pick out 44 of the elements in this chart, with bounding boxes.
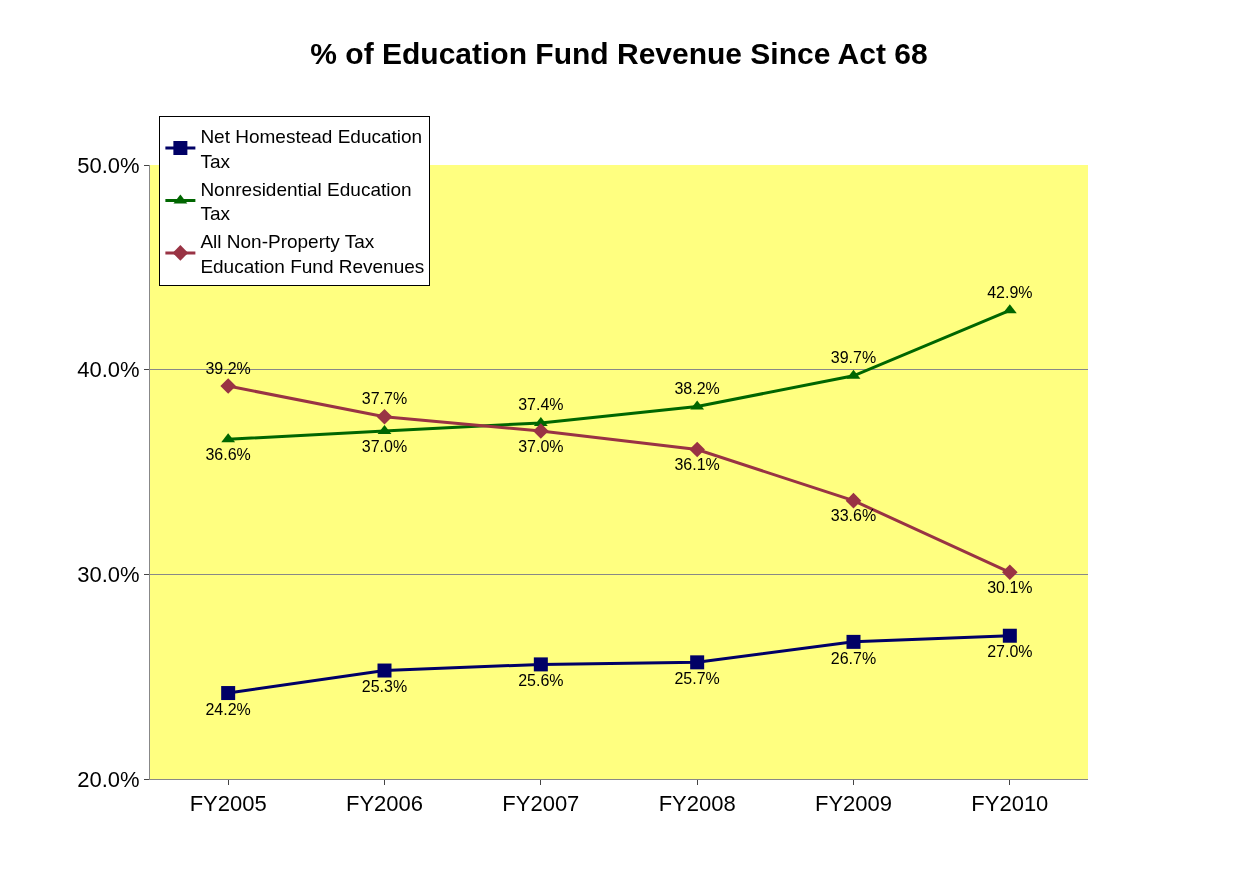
point xyxy=(845,492,862,509)
legend-label: Nonresidential Education Tax xyxy=(200,178,412,225)
point xyxy=(220,378,236,394)
data-label: 36.1% xyxy=(674,455,720,473)
point xyxy=(846,634,861,649)
y-tick-label: 50.0% xyxy=(77,152,140,178)
data-label: 37.0% xyxy=(518,437,564,455)
x-tick-label: FY2005 xyxy=(189,791,267,817)
data-label: 36.6% xyxy=(205,445,251,463)
x-tick-label: FY2008 xyxy=(658,791,736,817)
data-label: 42.9% xyxy=(987,283,1033,301)
y-tick-label: 30.0% xyxy=(77,562,140,588)
point xyxy=(1002,628,1017,643)
data-label: 33.6% xyxy=(830,507,877,525)
data-label: 25.7% xyxy=(674,670,720,688)
x-tick-label: FY2006 xyxy=(345,791,424,817)
y-tick-label: 40.0% xyxy=(77,357,140,383)
data-label: 37.0% xyxy=(361,437,408,455)
data-label: 39.2% xyxy=(205,359,251,377)
x-tick-label: FY2010 xyxy=(971,791,1049,817)
data-label: 37.4% xyxy=(518,396,564,414)
data-label: 24.2% xyxy=(205,700,251,718)
chart-title: % of Education Fund Revenue Since Act 68 xyxy=(310,37,928,71)
data-label: 25.6% xyxy=(518,672,564,690)
point xyxy=(689,441,705,458)
legend-label: Net Homestead Education Tax xyxy=(200,126,423,172)
x-tick-label: FY2007 xyxy=(502,791,580,817)
point xyxy=(221,686,236,701)
data-label: 39.7% xyxy=(830,349,877,367)
point xyxy=(376,408,393,425)
point xyxy=(533,423,549,439)
data-label: 25.3% xyxy=(361,678,408,696)
data-label: 37.7% xyxy=(361,390,408,408)
point xyxy=(377,663,392,678)
x-tick-label: FY2009 xyxy=(814,791,893,817)
point xyxy=(533,657,548,672)
point xyxy=(1002,564,1018,581)
data-label: 30.1% xyxy=(987,578,1033,596)
point xyxy=(690,655,705,670)
data-label: 38.2% xyxy=(674,380,720,398)
data-label: 27.0% xyxy=(987,643,1033,661)
y-tick-label: 20.0% xyxy=(77,766,140,792)
data-label: 26.7% xyxy=(830,649,877,667)
legend-label: All Non-Property Tax Education Fund Revenues xyxy=(200,230,425,277)
